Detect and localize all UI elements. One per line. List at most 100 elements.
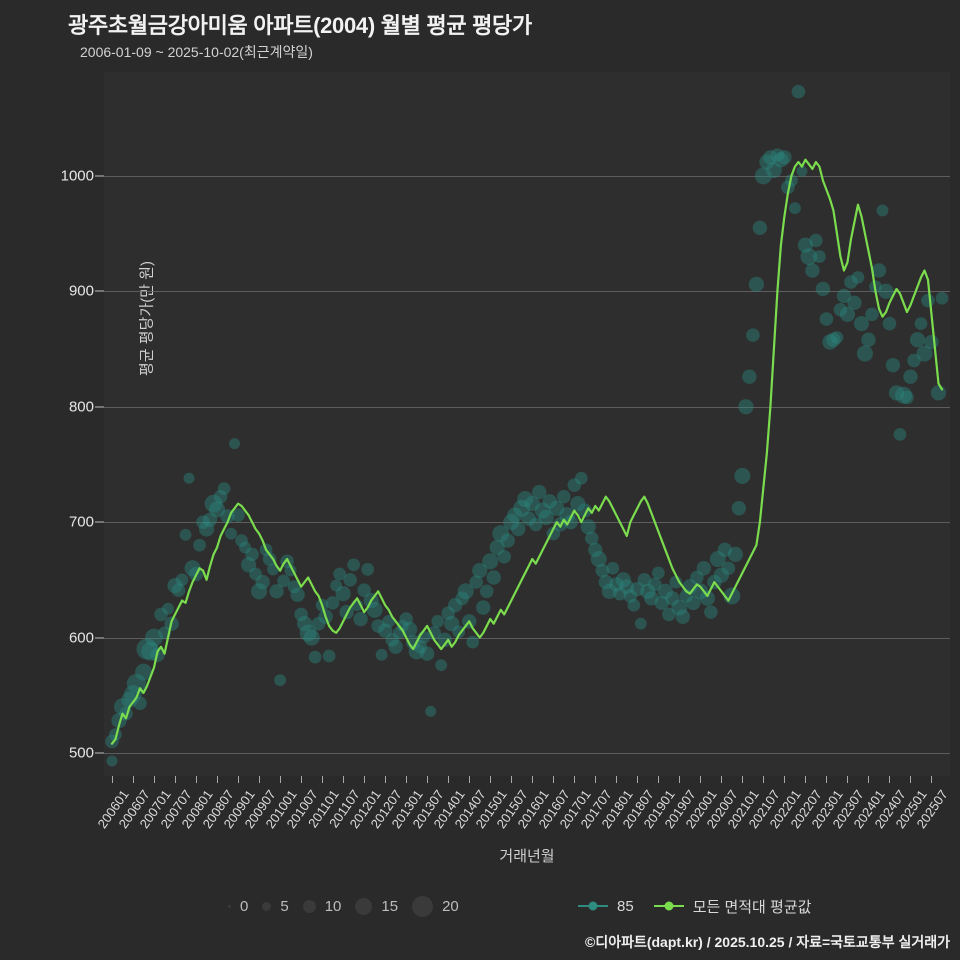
gridline <box>104 522 950 524</box>
x-tick-mark <box>658 776 660 783</box>
x-axis-label: 거래년월 <box>499 848 555 865</box>
scatter-point <box>692 583 709 600</box>
scatter-point <box>382 614 396 628</box>
scatter-point <box>377 623 393 638</box>
scatter-point <box>322 649 336 663</box>
scatter-point <box>333 567 346 581</box>
y-tick-label: 800 <box>68 398 94 416</box>
page-title: 광주초월금강아미움 아파트(2004) 월별 평균 평당가 <box>68 13 532 38</box>
scatter-point <box>396 620 409 632</box>
scatter-point <box>532 484 547 500</box>
y-tick-label: 500 <box>68 744 94 762</box>
scatter-point <box>441 606 455 621</box>
scatter-point <box>235 534 248 547</box>
x-tick-mark <box>259 776 261 783</box>
legend-line-icon <box>653 901 684 911</box>
scatter-point <box>644 591 659 606</box>
y-tick-mark <box>95 175 104 177</box>
scatter-point <box>909 332 926 348</box>
scatter-point <box>930 385 947 401</box>
scatter-point <box>924 334 939 350</box>
x-tick-mark <box>826 776 828 783</box>
scatter-point <box>141 642 160 661</box>
scatter-point <box>343 573 357 587</box>
scatter-point <box>375 648 388 661</box>
legend-series-item[interactable]: 85 <box>578 898 634 915</box>
scatter-point <box>709 550 726 568</box>
scatter-point <box>448 597 463 613</box>
mean-line-series <box>110 158 944 745</box>
scatter-point <box>308 650 322 664</box>
scatter-point <box>489 539 505 556</box>
scatter-point <box>204 494 223 513</box>
scatter-point <box>675 609 691 624</box>
scatter-point <box>297 616 313 632</box>
x-tick-mark <box>406 776 408 783</box>
x-tick-mark <box>595 776 597 783</box>
scatter-point <box>277 574 290 588</box>
x-tick-mark <box>511 776 513 783</box>
scatter-point <box>133 696 147 711</box>
scatter-point <box>106 755 118 767</box>
scatter-point <box>538 509 554 526</box>
x-tick-mark <box>616 776 618 783</box>
scatter-point <box>907 353 921 368</box>
scatter-point <box>754 167 772 185</box>
scatter-point <box>895 386 912 404</box>
scatter-point <box>542 494 557 509</box>
scatter-point <box>822 334 838 350</box>
scatter-point <box>721 561 736 576</box>
scatter-point <box>513 499 531 517</box>
scatter-point <box>800 248 818 266</box>
legend-size-label: 10 <box>324 897 342 915</box>
scatter-point <box>469 575 483 589</box>
scatter-point <box>865 307 879 322</box>
legend-bubble-icon <box>302 899 316 913</box>
legend-bubble-icon <box>228 904 231 908</box>
scatter-point <box>839 306 856 322</box>
x-tick-mark <box>196 776 198 783</box>
scatter-point <box>371 619 385 633</box>
legend-size-item: 20 <box>412 895 473 917</box>
scatter-point <box>274 674 287 687</box>
x-tick-mark <box>301 776 303 783</box>
legend-series-item[interactable]: 모든 면적대 평균값 <box>653 896 811 917</box>
scatter-point <box>193 538 206 552</box>
scatter-point <box>746 328 760 342</box>
x-tick-mark <box>931 776 933 783</box>
scatter-point <box>534 502 551 519</box>
scatter-point <box>738 399 754 415</box>
y-tick-mark <box>95 752 104 754</box>
y-tick-mark <box>95 637 104 638</box>
scatter-point <box>662 607 676 622</box>
scatter-point <box>588 542 603 557</box>
scatter-point <box>809 233 823 248</box>
scatter-point <box>330 579 343 592</box>
scatter-point <box>361 563 375 576</box>
legend-bubble-icon <box>355 897 373 915</box>
legend-size-scale: 0 5 10 15 20 <box>228 888 473 924</box>
scatter-point <box>179 528 192 541</box>
scatter-point <box>580 519 596 535</box>
chart-subtitle: 2006-01-09 ~ 2025-10-02(최근계약일) <box>80 44 313 60</box>
scatter-point <box>482 553 499 570</box>
scatter-point <box>601 583 617 599</box>
x-tick-mark <box>385 776 387 783</box>
x-tick-mark <box>217 776 219 783</box>
scatter-point <box>805 263 820 278</box>
x-tick-mark <box>133 776 134 783</box>
scatter-point <box>833 302 848 317</box>
x-tick-mark <box>637 776 639 783</box>
scatter-point <box>457 583 474 600</box>
scatter-point <box>765 162 782 179</box>
scatter-point <box>914 317 928 330</box>
scatter-point <box>627 598 641 612</box>
x-tick-mark <box>364 776 366 783</box>
scatter-point <box>202 512 218 527</box>
scatter-point <box>476 600 491 615</box>
legend-bubble-icon <box>262 901 272 911</box>
scatter-point <box>748 276 765 292</box>
scatter-point <box>479 584 494 599</box>
scatter-point <box>213 489 228 504</box>
scatter-point <box>517 490 534 508</box>
